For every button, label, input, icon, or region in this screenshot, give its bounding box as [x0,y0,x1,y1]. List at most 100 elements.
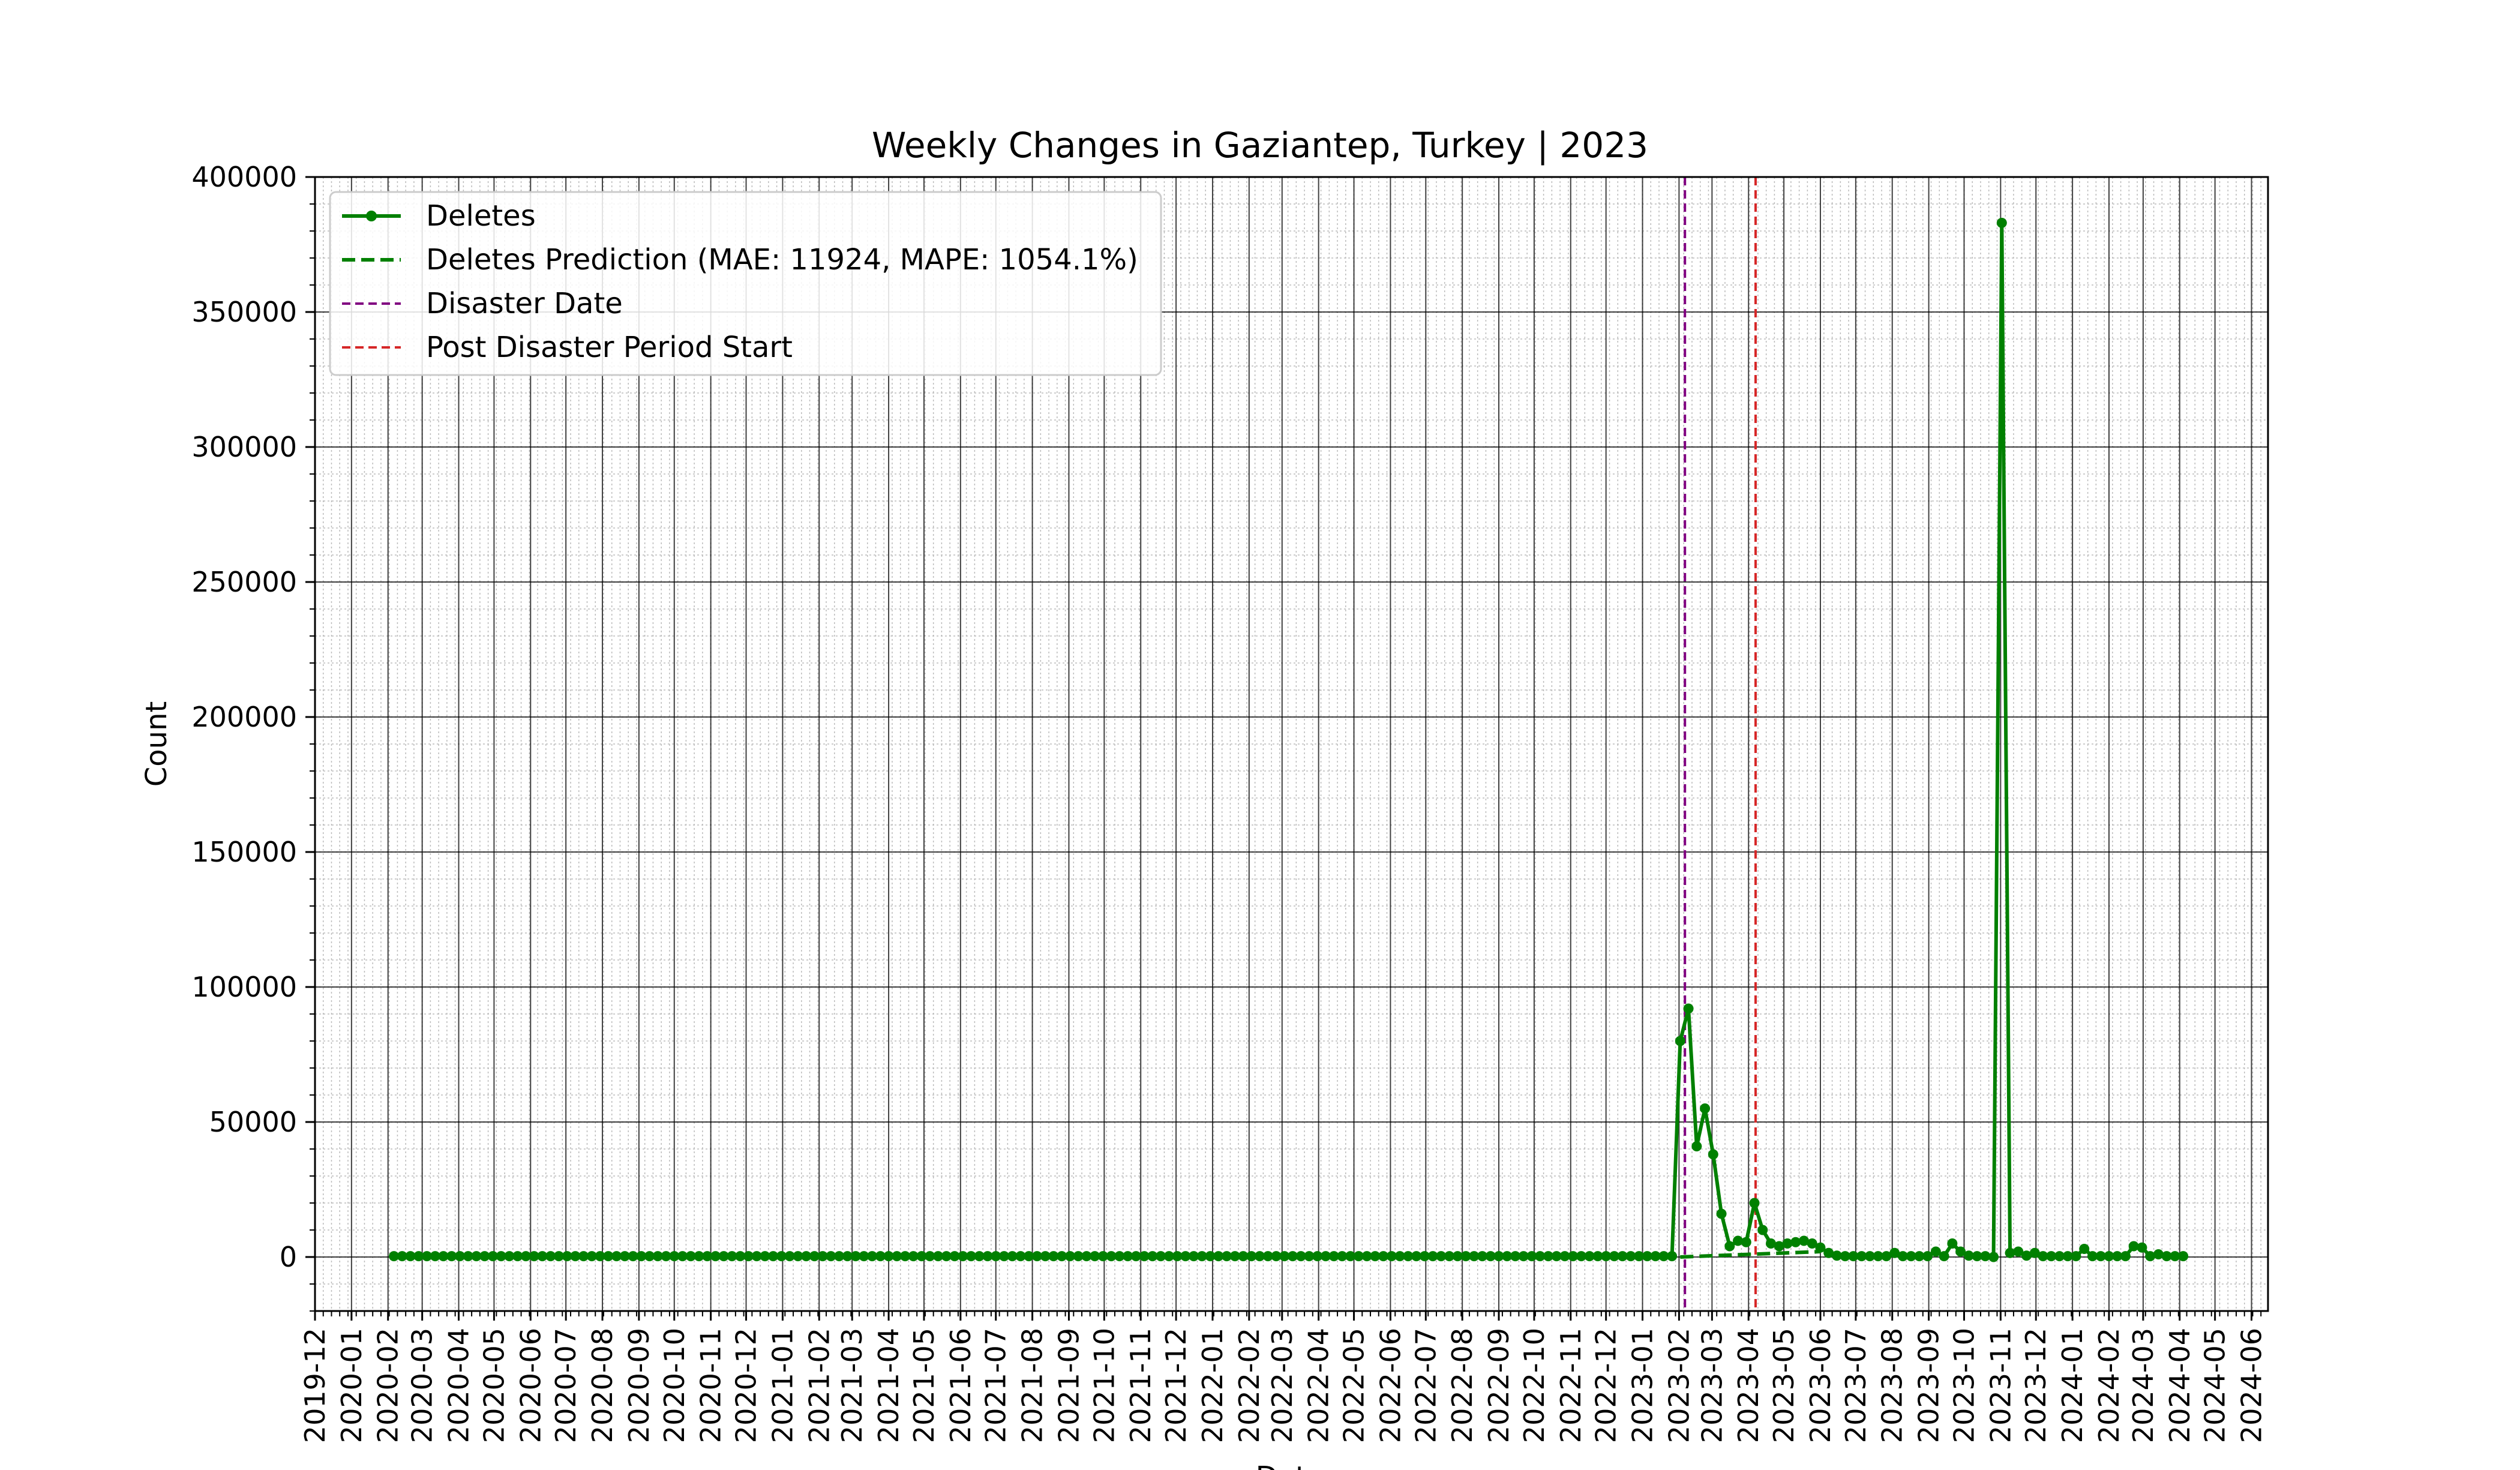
deletes-point [595,1251,605,1262]
deletes-point [1287,1251,1298,1262]
deletes-point [892,1251,902,1262]
x-tick-label: 2021-10 [1088,1328,1120,1443]
x-tick-label: 2024-06 [2236,1328,2268,1443]
deletes-point [991,1251,1001,1262]
deletes-point [2120,1251,2131,1262]
deletes-point [2104,1251,2114,1262]
deletes-point [949,1251,960,1262]
deletes-point [1716,1208,1727,1219]
x-tick-label: 2023-10 [1948,1328,1980,1443]
deletes-point [974,1251,985,1262]
deletes-point [710,1251,721,1262]
deletes-point [1419,1251,1430,1262]
deletes-point [1222,1251,1232,1262]
x-tick-label: 2021-02 [803,1328,835,1443]
deletes-point [2046,1251,2057,1262]
x-tick-label: 2023-05 [1768,1328,1800,1443]
deletes-point [1147,1251,1158,1262]
deletes-point [413,1251,424,1262]
y-tick-label: 50000 [209,1106,297,1138]
deletes-point [2178,1251,2189,1262]
deletes-point [553,1251,564,1262]
deletes-point [1906,1251,1916,1262]
x-tick-label: 2019-12 [299,1328,331,1443]
x-tick-label: 2020-08 [586,1328,619,1443]
legend-box [329,191,1162,376]
deletes-point [1634,1251,1645,1262]
deletes-point [817,1251,828,1262]
deletes-point [2029,1247,2040,1258]
deletes-point [1279,1251,1290,1262]
x-tick-label: 2020-09 [623,1328,655,1443]
deletes-point [1106,1251,1117,1262]
deletes-point [537,1251,548,1262]
deletes-point [1518,1251,1529,1262]
deletes-point [900,1251,911,1262]
deletes-point [1807,1238,1817,1249]
deletes-point [1312,1251,1323,1262]
x-tick-label: 2023-06 [1804,1328,1837,1443]
deletes-point [1930,1246,1941,1257]
deletes-point [545,1251,556,1262]
deletes-point [933,1251,944,1262]
deletes-point [1386,1251,1397,1262]
y-tick-label: 250000 [191,566,297,598]
deletes-point [504,1251,515,1262]
deletes-point [397,1251,407,1262]
deletes-point [2161,1251,2172,1262]
deletes-point [1741,1237,1751,1247]
y-tick-label: 400000 [191,161,297,193]
deletes-point [966,1251,977,1262]
deletes-point [1988,1252,1999,1262]
deletes-point [1064,1251,1075,1262]
deletes-point [1295,1251,1306,1262]
deletes-point [1205,1251,1216,1262]
deletes-point [1469,1251,1480,1262]
x-tick-label: 2023-07 [1840,1328,1872,1443]
deletes-point [694,1251,704,1262]
deletes-point [2038,1251,2048,1262]
deletes-point [1048,1251,1059,1262]
deletes-point [1510,1251,1521,1262]
deletes-point [1650,1251,1661,1262]
deletes-point [1378,1251,1389,1262]
deletes-point [1683,1003,1694,1014]
y-tick-label: 150000 [191,836,297,868]
deletes-point [438,1251,449,1262]
deletes-point [1015,1251,1026,1262]
deletes-point [1831,1250,1842,1261]
deletes-point [2013,1246,2024,1257]
deletes-point [1972,1251,1982,1262]
x-tick-label: 2022-10 [1518,1328,1550,1443]
deletes-point [1963,1250,1974,1261]
deletes-point [1897,1251,1908,1262]
deletes-point [718,1251,729,1262]
deletes-point [1485,1251,1496,1262]
deletes-point [471,1251,482,1262]
deletes-point [768,1251,779,1262]
deletes-point [1889,1247,1900,1258]
x-tick-label: 2023-08 [1876,1328,1909,1443]
deletes-point [2137,1242,2147,1253]
x-tick-label: 2020-04 [443,1328,475,1443]
deletes-point [1700,1103,1711,1114]
deletes-point [389,1251,400,1262]
deletes-point [1559,1251,1570,1262]
x-tick-label: 2022-08 [1446,1328,1478,1443]
deletes-point [867,1251,878,1262]
deletes-point [611,1251,622,1262]
deletes-point [1856,1251,1867,1262]
x-tick-label: 2024-02 [2093,1328,2125,1443]
y-tick-label: 200000 [191,701,297,733]
deletes-point [529,1251,539,1262]
deletes-point [1947,1238,1958,1249]
deletes-point [454,1251,465,1262]
deletes-point [916,1251,927,1262]
deletes-point [1873,1251,1883,1262]
deletes-point [479,1251,490,1262]
deletes-point [1955,1246,1966,1257]
x-tick-label: 2020-03 [406,1328,439,1443]
deletes-point [809,1251,820,1262]
deletes-point [463,1251,473,1262]
deletes-point [405,1251,416,1262]
